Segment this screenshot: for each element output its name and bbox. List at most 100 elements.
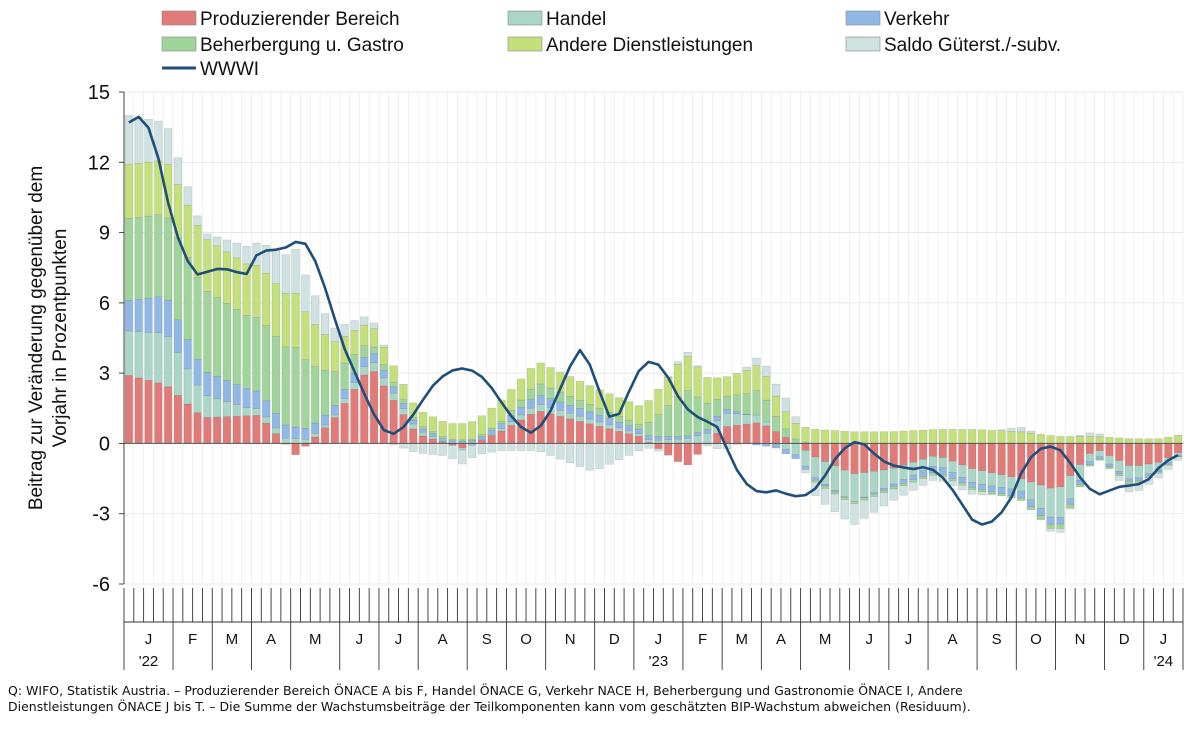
- bar-segment-sa: [291, 249, 300, 294]
- bar-segment-pb: [389, 400, 398, 444]
- bar-segment-bg: [536, 383, 545, 396]
- bar-segment-pb: [1007, 443, 1016, 477]
- x-axis: J '22 F M A M J J A S O N D J '23 F M A M J J A S O N D J '24: [123, 588, 1184, 670]
- bar-segment-bg: [585, 404, 594, 413]
- bar-segment-bg: [173, 237, 182, 321]
- legend-label: Verkehr: [884, 9, 950, 30]
- bar-segment-sa: [1066, 507, 1075, 510]
- bar-segment-pb: [1076, 443, 1085, 465]
- bar-segment-sa: [173, 157, 182, 185]
- bar-segment-ve: [399, 403, 408, 409]
- x-month-label: M: [736, 631, 749, 648]
- bar-segment-ha: [860, 472, 869, 498]
- bar-segment-ha: [870, 471, 879, 493]
- bar-segment-sa: [1056, 528, 1065, 533]
- bar-segment-pb: [487, 435, 496, 444]
- bar-segment-pb: [173, 395, 182, 444]
- bar-segment-ve: [791, 454, 800, 459]
- bar-segment-bg: [1076, 484, 1085, 488]
- bar-segment-ha: [703, 433, 712, 444]
- bar-segment-sa: [605, 443, 614, 465]
- bar-segment-ve: [311, 422, 320, 434]
- bar-segment-sa: [889, 488, 898, 501]
- bar-segment-pb: [1105, 443, 1114, 456]
- bar-segment-ad: [1174, 435, 1183, 444]
- bar-segment-ad: [468, 421, 477, 440]
- bar-segment-ve: [693, 432, 702, 437]
- bar-segment-ha: [1105, 455, 1114, 465]
- bar-segment-pb: [556, 416, 565, 444]
- bar-segment-pb: [213, 416, 222, 444]
- bar-segment-ad: [507, 389, 516, 411]
- bar-segment-bg: [134, 217, 143, 300]
- x-month-label: A: [266, 631, 276, 648]
- bar-segment-sa: [830, 493, 839, 512]
- bar-segment-ad: [291, 293, 300, 348]
- bar-segment-bg: [203, 291, 212, 373]
- x-month-label: A: [776, 631, 786, 648]
- bar-segment-ad: [811, 429, 820, 444]
- bar-segment-bg: [673, 396, 683, 437]
- bar-segment-pb: [1174, 443, 1183, 453]
- bar-segment-sa: [899, 485, 908, 496]
- bar-segment-bg: [644, 422, 653, 436]
- bar-segment-pb: [232, 416, 241, 444]
- bar-segment-ve: [1095, 456, 1104, 460]
- bar-segment-ad: [1125, 438, 1134, 444]
- bar-segment-ad: [1144, 438, 1153, 444]
- bar-segment-bg: [958, 482, 967, 486]
- bar-segment-sa: [968, 489, 977, 495]
- bar-segment-sa: [703, 443, 712, 447]
- bar-segment-ad: [879, 431, 888, 444]
- bar-segment-pb: [850, 443, 859, 474]
- y-axis: 15 12 9 6 3 0 -3 -6: [88, 82, 125, 596]
- bar-segment-ad: [899, 430, 908, 444]
- bar-segment-ve: [154, 296, 163, 334]
- bar-segment-ve: [1105, 463, 1114, 467]
- bar-segment-ad: [713, 377, 722, 400]
- bar-segment-ve: [772, 444, 781, 449]
- bar-segment-ha: [389, 393, 398, 401]
- bar-segment-pb: [271, 433, 281, 444]
- bar-segment-pb: [585, 423, 594, 444]
- bar-segment-sa: [1017, 427, 1026, 433]
- bar-segment-ha: [968, 468, 977, 483]
- x-month-label: J: [1160, 631, 1168, 648]
- legend-swatch: [161, 36, 197, 52]
- bar-segment-sa: [821, 488, 830, 505]
- bar-segment-ha: [134, 331, 143, 379]
- bar-segment-ve: [732, 411, 741, 415]
- bar-segment-ad: [938, 429, 947, 444]
- bar-segment-ve: [575, 408, 584, 417]
- bar-segment-sa: [536, 443, 545, 452]
- x-month-label: A: [948, 631, 958, 648]
- bar-segment-bg: [615, 416, 624, 423]
- bar-segment-sa: [428, 443, 437, 455]
- bar-segment-ha: [526, 407, 535, 415]
- x-month-label: A: [438, 631, 448, 648]
- bar-segment-sa: [801, 469, 810, 474]
- bar-segment-pb: [242, 415, 251, 444]
- bar-segment-pb: [409, 428, 418, 444]
- x-month-label: N: [1075, 631, 1086, 648]
- bar-segment-ad: [370, 328, 379, 348]
- bar-segment-bg: [526, 389, 535, 400]
- bar-segment-ad: [497, 399, 506, 422]
- bar-segment-sa: [448, 445, 457, 459]
- bar-segment-sa: [242, 245, 251, 265]
- bar-segment-bg: [683, 390, 692, 437]
- bar-segment-sa: [1036, 518, 1045, 520]
- bar-segment-ve: [968, 482, 977, 488]
- bar-segment-ad: [1115, 437, 1124, 444]
- bar-segment-bg: [781, 428, 790, 438]
- legend-item: WWWI: [162, 59, 259, 80]
- bar-segment-ve: [977, 484, 987, 490]
- bar-segment-sa: [997, 429, 1006, 431]
- x-year-label: '23: [649, 653, 669, 670]
- bar-segment-ha: [340, 398, 349, 404]
- bar-segment-sa: [1134, 482, 1143, 491]
- bar-segment-pb: [340, 403, 349, 444]
- bar-segment-ha: [242, 407, 251, 417]
- bar-segment-ve: [477, 436, 486, 441]
- bar-segment-sa: [1115, 475, 1124, 481]
